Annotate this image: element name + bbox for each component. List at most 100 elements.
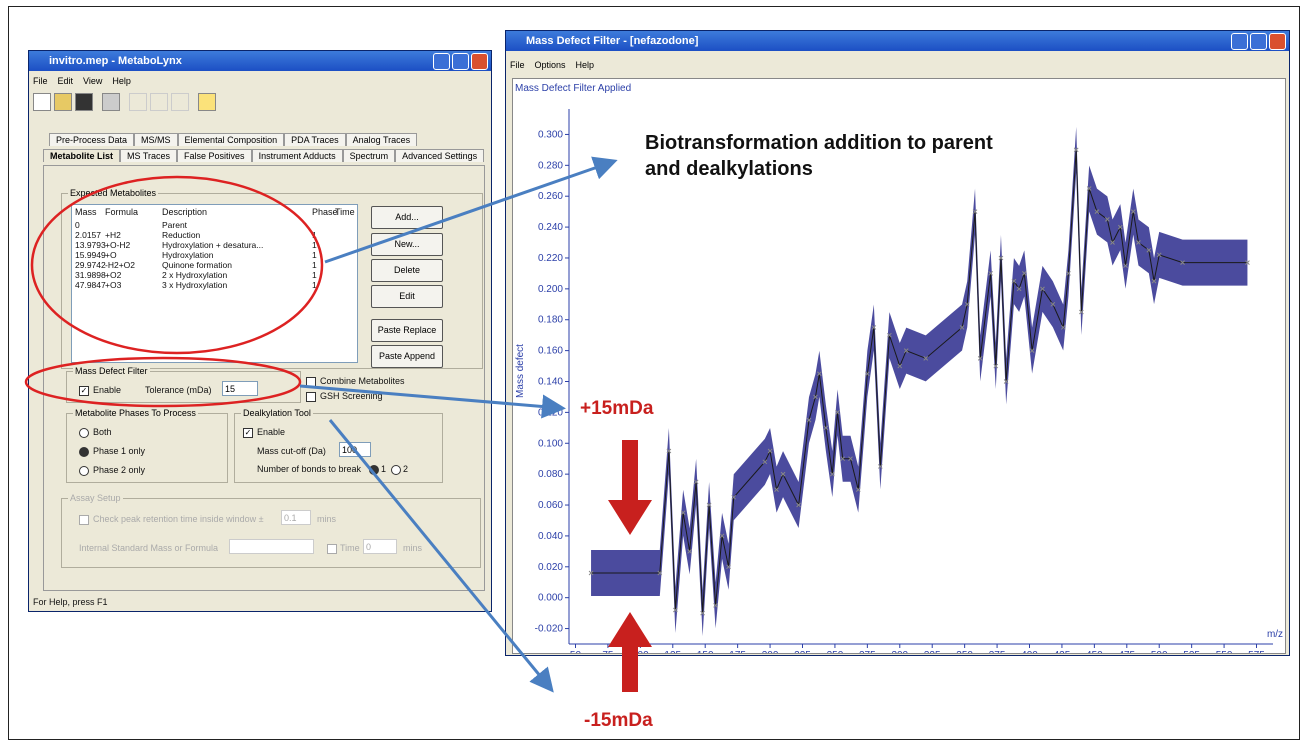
- cutoff-input[interactable]: 100: [339, 442, 371, 457]
- tool-help[interactable]: [198, 93, 216, 111]
- tab[interactable]: Pre-Process Data: [49, 133, 135, 146]
- tab[interactable]: Metabolite List: [43, 149, 121, 162]
- point-marker: [923, 355, 929, 361]
- table-cell: 2.0157: [75, 230, 101, 240]
- point-marker: [1151, 278, 1157, 284]
- y-tick-label: 0.240: [538, 222, 563, 233]
- tab[interactable]: Advanced Settings: [395, 149, 485, 162]
- point-marker: [817, 371, 822, 377]
- tab[interactable]: False Positives: [177, 149, 252, 162]
- checkbox[interactable]: [306, 392, 316, 402]
- point-marker: [823, 425, 829, 431]
- x-tick-label: 450: [1086, 650, 1103, 654]
- x-tick-label: 125: [664, 650, 681, 654]
- maximize[interactable]: [452, 53, 469, 70]
- button[interactable]: Edit: [371, 285, 443, 308]
- title-bar: Mass Defect Filter - [nefazodone]: [506, 31, 1289, 51]
- button[interactable]: Add...: [371, 206, 443, 229]
- minimize[interactable]: [1231, 33, 1248, 50]
- tab[interactable]: MS Traces: [120, 149, 178, 162]
- tab[interactable]: Instrument Adducts: [251, 149, 343, 162]
- radio[interactable]: [391, 465, 401, 475]
- table-cell: Parent: [162, 220, 188, 230]
- x-axis-label: m/z: [1267, 629, 1283, 640]
- point-marker: [666, 448, 672, 454]
- tool-new[interactable]: [33, 93, 51, 111]
- metabolynx-window: invitro.mep - MetaboLynx File Edit View Hel…: [28, 50, 492, 612]
- point-marker: [1029, 348, 1035, 353]
- menu-item[interactable]: Help: [575, 60, 595, 70]
- table-cell: 1: [312, 280, 317, 290]
- field-label: Check peak retention time inside window …: [93, 514, 264, 524]
- close[interactable]: [1269, 33, 1286, 50]
- radio[interactable]: [79, 428, 89, 438]
- tool-save[interactable]: [75, 93, 93, 111]
- column-header[interactable]: Time: [335, 207, 355, 217]
- radio[interactable]: [369, 465, 379, 475]
- tab[interactable]: PDA Traces: [284, 133, 346, 146]
- menu-item[interactable]: Edit: [57, 76, 74, 86]
- tool-open[interactable]: [54, 93, 72, 111]
- close[interactable]: [471, 53, 488, 70]
- menu-item[interactable]: Help: [112, 76, 131, 86]
- menu-item[interactable]: Options: [534, 60, 566, 70]
- point-marker: [713, 603, 718, 608]
- button[interactable]: Delete: [371, 259, 443, 282]
- point-marker: [1245, 260, 1250, 265]
- point-marker: [1117, 224, 1123, 230]
- tolerance-input[interactable]: 15: [222, 381, 258, 396]
- point-marker: [813, 394, 818, 400]
- tab[interactable]: MS/MS: [134, 133, 178, 146]
- point-marker: [1050, 301, 1056, 307]
- checkbox[interactable]: [306, 377, 316, 387]
- tab[interactable]: Elemental Composition: [177, 133, 285, 146]
- point-marker: [693, 479, 699, 485]
- tab-row: Metabolite List MS Traces False Positives I…: [43, 149, 485, 162]
- column-header[interactable]: Mass: [75, 207, 97, 217]
- point-marker: [1011, 278, 1017, 284]
- y-tick-label: 0.220: [538, 253, 563, 264]
- point-marker: [865, 371, 870, 377]
- table-cell: +O3: [105, 280, 122, 290]
- checkbox[interactable]: ✓: [79, 386, 89, 396]
- table-cell: +O-H2: [105, 240, 131, 250]
- radio[interactable]: [79, 466, 89, 476]
- minimize[interactable]: [433, 53, 450, 70]
- y-axis-label: Mass defect: [515, 344, 526, 398]
- column-header[interactable]: Description: [162, 207, 208, 217]
- point-marker: [1021, 271, 1027, 276]
- tab[interactable]: Spectrum: [342, 149, 396, 162]
- tab[interactable]: Analog Traces: [345, 133, 418, 146]
- point-marker: [1156, 252, 1162, 258]
- checkbox[interactable]: ✓: [243, 428, 253, 438]
- table-cell: 1: [312, 250, 317, 260]
- button[interactable]: Paste Replace: [371, 319, 443, 342]
- checkbox-label: GSH Screening: [320, 391, 383, 401]
- maximize[interactable]: [1250, 33, 1267, 50]
- y-tick-label: 0.120: [538, 407, 563, 418]
- y-tick-label: 0.160: [538, 346, 563, 357]
- column-header[interactable]: Phase: [312, 207, 338, 217]
- point-marker: [1003, 379, 1009, 384]
- column-header[interactable]: Formula: [105, 207, 139, 217]
- menu-item[interactable]: File: [33, 76, 48, 86]
- frame: [8, 6, 1300, 740]
- x-tick-label: 100: [632, 650, 649, 654]
- button[interactable]: Paste Append: [371, 345, 443, 368]
- table-cell: Hydroxylation + desatura...: [162, 240, 264, 250]
- tool-cut: [129, 93, 147, 111]
- radio[interactable]: [79, 447, 89, 457]
- tool-print[interactable]: [102, 93, 120, 111]
- menu-item[interactable]: View: [83, 76, 103, 86]
- menu-item[interactable]: File: [510, 60, 525, 70]
- table-cell: Hydroxylation: [162, 250, 214, 260]
- point-marker: [877, 464, 883, 469]
- title-bar: invitro.mep - MetaboLynx: [29, 51, 491, 71]
- metabolite-list[interactable]: Mass Formula Description Phase Time 0 Parent 2.…: [71, 204, 358, 363]
- table-cell: 47.9847: [75, 280, 106, 290]
- point-marker: [1060, 325, 1066, 330]
- point-marker: [700, 610, 705, 616]
- button[interactable]: New...: [371, 233, 443, 256]
- group-label: Mass Defect Filter: [73, 366, 150, 376]
